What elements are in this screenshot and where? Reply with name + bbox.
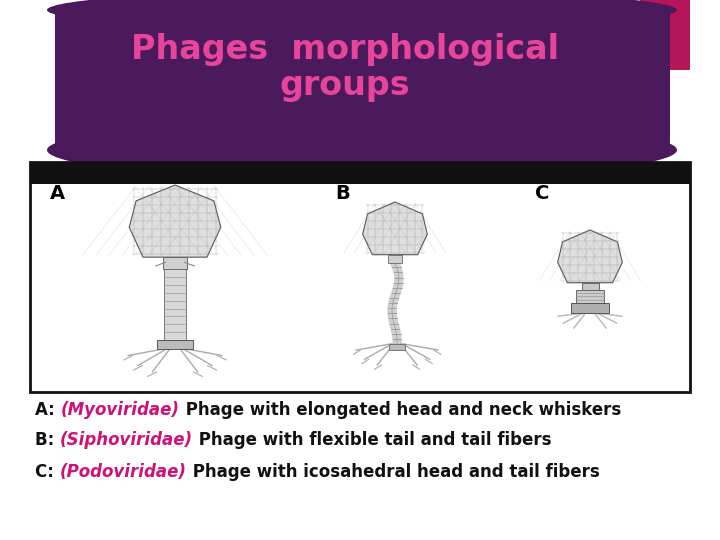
Text: (Podoviridae): (Podoviridae) xyxy=(60,463,186,481)
Bar xyxy=(163,257,187,269)
Bar xyxy=(30,162,690,184)
Text: C: C xyxy=(535,184,549,203)
Ellipse shape xyxy=(47,120,677,180)
Bar xyxy=(388,255,402,263)
Text: (Myoviridae): (Myoviridae) xyxy=(60,401,179,419)
Bar xyxy=(158,340,193,349)
Polygon shape xyxy=(558,230,622,283)
Text: A: A xyxy=(50,184,65,203)
Text: B:: B: xyxy=(35,431,60,449)
Text: groups: groups xyxy=(279,69,410,102)
Polygon shape xyxy=(363,202,427,255)
Bar xyxy=(55,10,670,150)
Bar xyxy=(30,162,690,392)
Text: Phage with elongated head and neck whiskers: Phage with elongated head and neck whisk… xyxy=(179,401,621,419)
Text: A:: A: xyxy=(35,401,60,419)
Text: Phage with flexible tail and tail fibers: Phage with flexible tail and tail fibers xyxy=(193,431,552,449)
Bar xyxy=(577,289,603,303)
Bar xyxy=(571,303,608,313)
Bar xyxy=(163,269,186,340)
Text: B: B xyxy=(335,184,350,203)
Bar xyxy=(390,344,405,350)
Polygon shape xyxy=(130,185,221,257)
Ellipse shape xyxy=(47,0,677,30)
Text: (Siphoviridae): (Siphoviridae) xyxy=(60,431,193,449)
Text: Phage with icosahedral head and tail fibers: Phage with icosahedral head and tail fib… xyxy=(186,463,599,481)
Text: Phages  morphological: Phages morphological xyxy=(131,33,559,66)
Bar xyxy=(640,0,690,70)
Text: C:: C: xyxy=(35,463,60,481)
Bar xyxy=(582,283,598,289)
